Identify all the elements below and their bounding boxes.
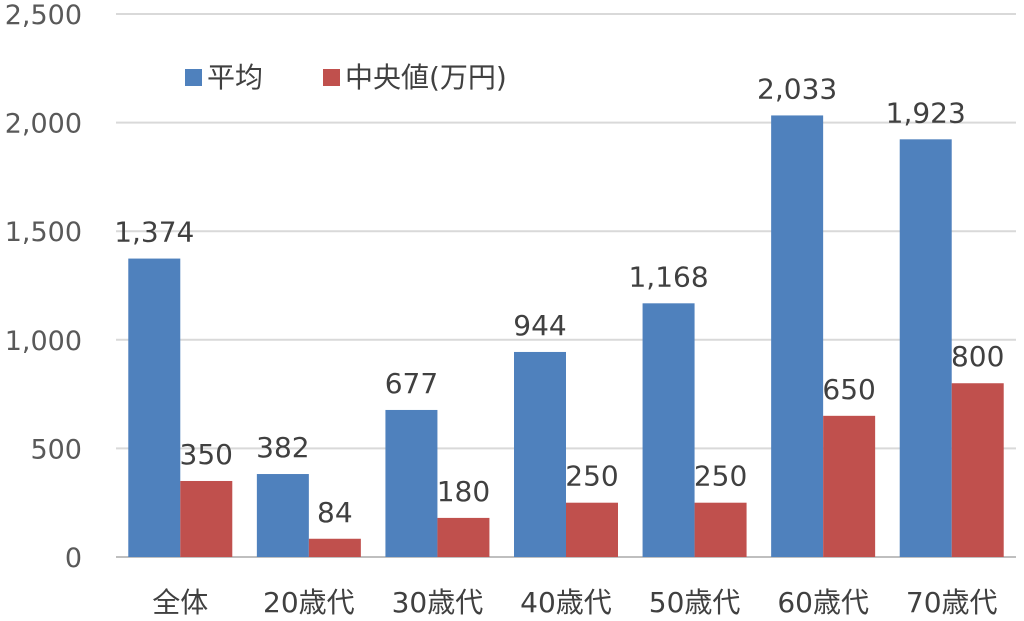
data-label-median: 84	[317, 496, 353, 529]
x-category-label: 70歳代	[906, 586, 998, 619]
x-category-label: 50歳代	[649, 586, 741, 619]
legend-label-median: 中央値(万円)	[345, 61, 507, 94]
x-category-label: 40歳代	[520, 586, 612, 619]
bar-average	[128, 258, 181, 557]
legend: 平均 中央値(万円)	[185, 61, 507, 94]
data-label-median: 180	[437, 475, 490, 508]
bar-median	[951, 383, 1004, 557]
legend-swatch-average	[185, 69, 202, 86]
bar-median	[437, 517, 490, 557]
data-label-median: 250	[694, 460, 747, 493]
bar-median	[823, 415, 876, 557]
bar-average	[771, 115, 824, 557]
data-label-average: 2,033	[757, 72, 837, 105]
bar-average	[899, 139, 952, 557]
data-label-average: 677	[385, 367, 438, 400]
data-label-median: 350	[180, 438, 233, 471]
bar-median	[180, 480, 233, 557]
y-tick-label: 1,500	[5, 217, 82, 248]
x-category-label: 全体	[152, 586, 208, 619]
x-category-label: 60歳代	[777, 586, 869, 619]
data-label-average: 1,168	[628, 260, 708, 293]
bars	[128, 115, 1004, 557]
bar-average	[514, 351, 566, 557]
bar-median	[566, 502, 618, 557]
y-tick-label: 0	[65, 543, 82, 574]
data-label-average: 382	[256, 431, 309, 464]
legend-label-average: 平均	[207, 61, 263, 94]
y-tick-label: 1,000	[5, 326, 82, 357]
x-category-label: 20歳代	[263, 586, 355, 619]
data-label-average: 944	[513, 309, 566, 342]
y-axis: 0 500 1,000 1,500 2,000 2,500	[5, 0, 82, 574]
data-label-median: 650	[822, 373, 875, 406]
bar-average	[642, 303, 695, 557]
bar-median	[694, 502, 747, 557]
data-label-average: 1,923	[886, 96, 966, 129]
x-category-label: 30歳代	[392, 586, 484, 619]
y-tick-label: 2,500	[5, 0, 82, 31]
data-label-median: 250	[565, 460, 618, 493]
bar-average	[256, 474, 309, 557]
y-tick-label: 2,000	[5, 109, 82, 140]
data-label-median: 800	[951, 340, 1004, 373]
data-label-average: 1,374	[114, 216, 194, 249]
y-tick-label: 500	[30, 434, 82, 465]
bar-median	[308, 538, 361, 557]
bar-average	[385, 409, 438, 557]
x-axis: 全体 20歳代 30歳代 40歳代 50歳代 60歳代 70歳代	[152, 586, 997, 619]
legend-swatch-median	[323, 69, 340, 86]
